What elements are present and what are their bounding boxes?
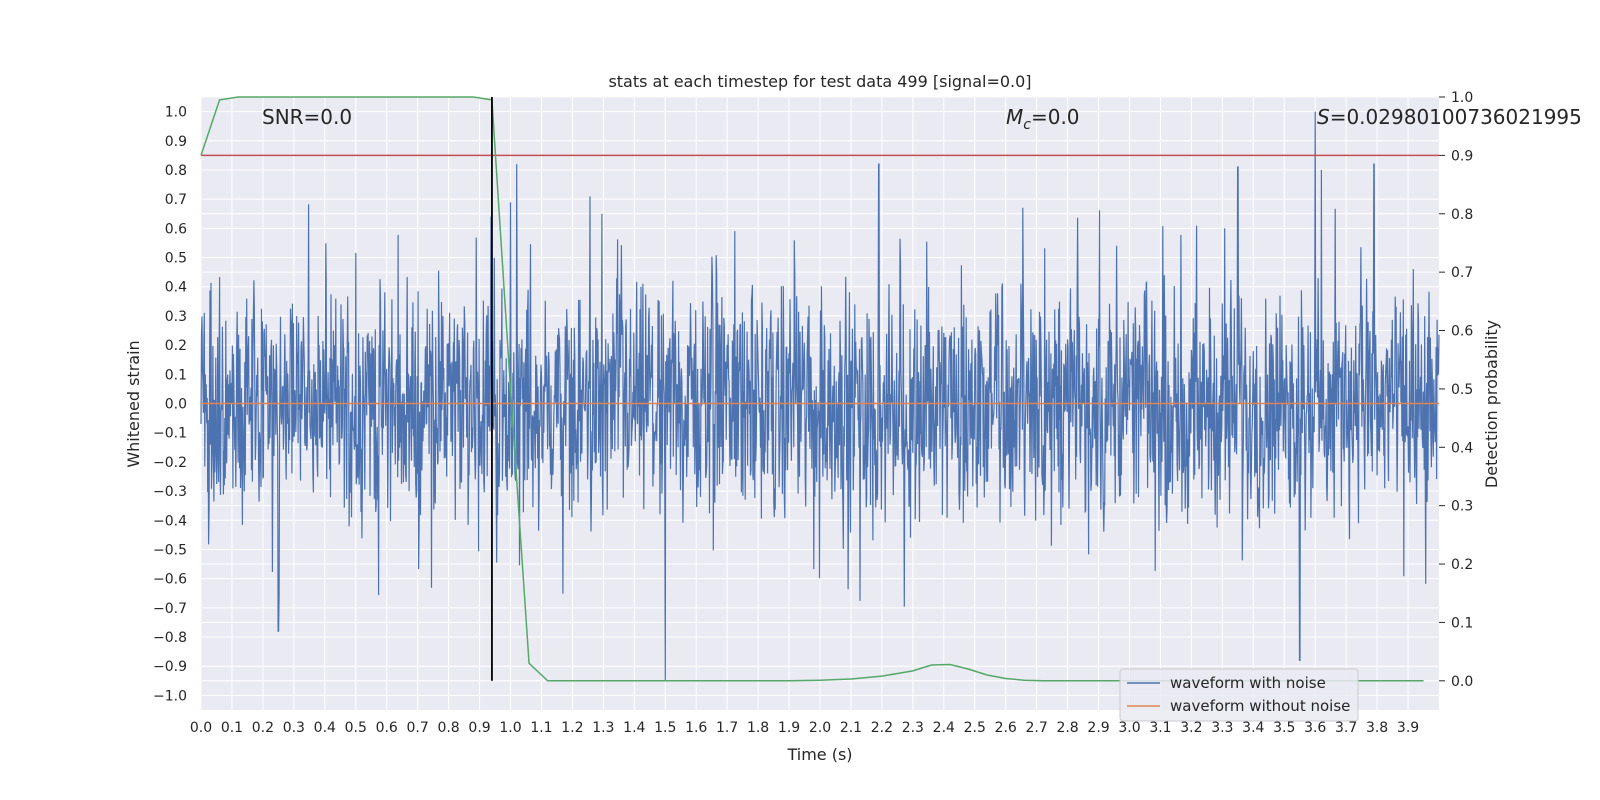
legend-label-noise: waveform with noise [1170,674,1326,692]
x-tick-label: 1.0 [499,720,521,736]
detection-probability-line [200,96,1424,682]
right-y-tick-label: 0.4 [1451,440,1473,456]
x-tick-label: 1.2 [561,720,583,736]
left-y-tick-label: −0.7 [153,601,187,617]
x-tick-label: 1.1 [530,720,552,736]
left-y-tick-label: −1.0 [153,688,187,704]
legend-box [1119,668,1359,722]
x-tick-label: 1.4 [623,720,645,736]
x-tick-label: 3.6 [1304,720,1326,736]
mc-subscript: c [1023,117,1031,133]
left-y-axis-label: Whitened strain [124,340,143,467]
x-tick-label: 3.0 [1118,720,1140,736]
x-tick-label: 3.3 [1211,720,1233,736]
left-y-tick-label: −0.5 [153,542,187,558]
x-tick-label: 0.0 [190,720,212,736]
x-tick-label: 1.9 [778,720,800,736]
right-y-tick-label: 0.1 [1451,615,1473,631]
right-y-tick-label: 0.5 [1451,382,1473,398]
left-y-tick-label: 0.3 [165,309,187,325]
left-y-tick-label: −0.1 [153,426,187,442]
s-value: =0.02980100736021995 [1330,105,1582,129]
left-y-tick-label: −0.2 [153,455,187,471]
left-y-tick-label: 0.0 [165,397,187,413]
mc-annotation: Mc=0.0 [1006,105,1080,133]
chart-title: stats at each timestep for test data 499… [608,72,1031,91]
x-tick-label: 2.2 [871,720,893,736]
x-tick-label: 2.7 [1026,720,1048,736]
x-axis-label: Time (s) [786,745,852,764]
x-tick-label: 0.7 [407,720,429,736]
right-y-tick-label: 1.0 [1451,90,1473,106]
x-tick-label: 0.9 [468,720,490,736]
x-tick-label: 2.5 [964,720,986,736]
left-y-tick-label: 0.7 [165,192,187,208]
x-tick-label: 1.6 [685,720,707,736]
mc-value: =0.0 [1031,105,1080,129]
x-axis-ticks: 0.0 0.1 0.2 0.3 0.4 0.5 0.6 0.7 0.8 0.9 1.0 1.1 1.2 1… [190,720,1419,736]
x-tick-label: 3.4 [1242,720,1264,736]
x-tick-label: 3.5 [1273,720,1295,736]
legend-label-clean: waveform without noise [1170,697,1350,715]
left-y-tick-label: 0.6 [165,221,187,237]
left-y-axis-ticks: 1.0 0.9 0.8 0.7 0.6 0.5 0.4 0.3 0.2 0.1 0.0 −0.1 −0.… [153,105,187,705]
x-tick-label: 3.7 [1335,720,1357,736]
x-tick-label: 3.8 [1366,720,1388,736]
left-y-tick-label: 0.5 [165,251,187,267]
x-tick-label: 2.9 [1087,720,1109,736]
right-y-tick-label: 0.8 [1451,207,1473,223]
right-y-axis-ticks: 1.0 0.9 0.8 0.7 0.6 0.5 0.4 0.3 0.2 0.1 0.0 [1439,90,1473,690]
x-tick-label: 1.5 [654,720,676,736]
right-y-tick-label: 0.9 [1451,148,1473,164]
noise-waveform-path [200,111,1440,681]
left-y-tick-label: 0.4 [165,280,187,296]
left-y-tick-label: −0.8 [153,630,187,646]
x-tick-label: 0.8 [437,720,459,736]
right-y-tick-label: 0.7 [1451,265,1473,281]
x-tick-label: 0.3 [283,720,305,736]
left-y-tick-label: 0.2 [165,338,187,354]
left-y-tick-label: −0.4 [153,513,187,529]
s-symbol: S [1317,105,1330,129]
left-y-tick-label: −0.9 [153,659,187,675]
right-y-tick-label: 0.6 [1451,324,1473,340]
x-tick-label: 0.2 [252,720,274,736]
x-tick-label: 2.3 [902,720,924,736]
right-y-tick-label: 0.3 [1451,499,1473,515]
x-tick-label: 2.6 [995,720,1017,736]
series-waveform-with-noise [200,111,1440,681]
x-tick-label: 2.0 [809,720,831,736]
snr-annotation: SNR=0.0 [262,105,352,129]
right-y-axis-label: Detection probability [1482,320,1501,488]
x-tick-label: 2.8 [1056,720,1078,736]
left-y-tick-label: 0.8 [165,163,187,179]
legend: waveform with noise waveform without noi… [1119,668,1359,722]
left-y-tick-label: −0.3 [153,484,187,500]
x-tick-label: 0.1 [221,720,243,736]
x-tick-label: 2.1 [840,720,862,736]
left-y-tick-label: 0.1 [165,367,187,383]
right-y-tick-label: 0.2 [1451,557,1473,573]
x-tick-label: 1.3 [592,720,614,736]
mc-symbol: M [1006,105,1023,129]
x-tick-label: 0.5 [345,720,367,736]
left-y-tick-label: −0.6 [153,572,187,588]
right-y-tick-label: 0.0 [1451,674,1473,690]
x-tick-label: 3.2 [1180,720,1202,736]
x-tick-label: 0.4 [314,720,336,736]
left-y-tick-label: 0.9 [165,134,187,150]
x-tick-label: 1.7 [716,720,738,736]
x-tick-label: 2.4 [933,720,955,736]
left-y-tick-label: 1.0 [165,105,187,121]
x-tick-label: 0.6 [376,720,398,736]
series-lines [200,96,1439,682]
x-tick-label: 3.9 [1397,720,1419,736]
s-annotation: S=0.02980100736021995 [1317,105,1582,129]
x-tick-label: 1.8 [747,720,769,736]
x-tick-label: 3.1 [1149,720,1171,736]
